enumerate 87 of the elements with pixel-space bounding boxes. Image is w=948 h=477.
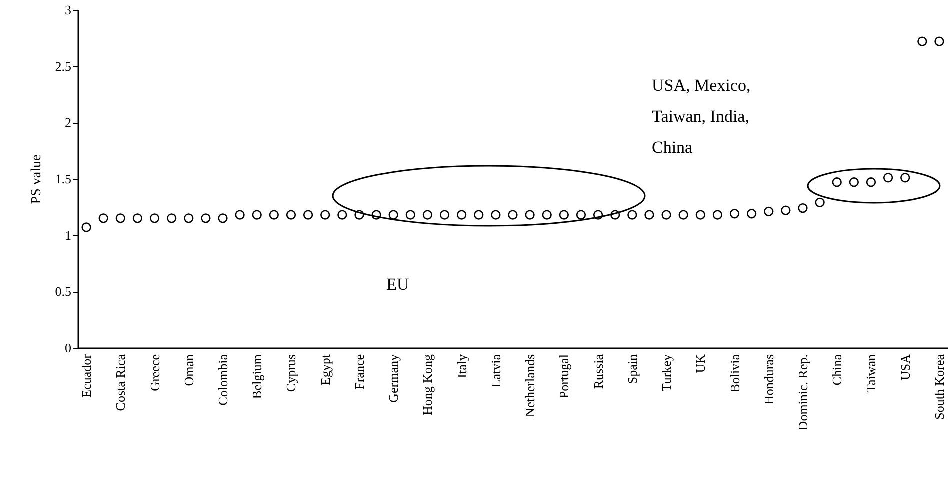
point (508, 210, 518, 220)
point (525, 210, 535, 220)
x-tick-label: France (352, 354, 367, 390)
point (235, 210, 245, 220)
point (593, 210, 604, 220)
point (252, 210, 262, 220)
point (166, 214, 177, 224)
x-tick-label: South Korea (932, 354, 947, 420)
x-tick-label: Honduras (761, 354, 776, 406)
point (491, 210, 501, 220)
y-tick-label: 1 (65, 228, 72, 243)
x-tick-label: UK (693, 354, 708, 374)
point (82, 222, 92, 232)
point (201, 214, 211, 224)
point (406, 210, 416, 220)
x-tick-label: Egypt (318, 354, 333, 386)
x-tick-label: Ecuador (79, 354, 94, 398)
point (303, 210, 314, 220)
point (132, 214, 143, 224)
point (730, 209, 740, 219)
y-tick-label: 2 (65, 115, 72, 130)
point (98, 214, 108, 224)
x-tick-label: Germany (386, 354, 402, 403)
point (338, 210, 348, 220)
x-tick-label: Colombia (216, 354, 230, 406)
point (474, 210, 484, 220)
x-tick-label: Cyprus (284, 354, 299, 392)
point (644, 210, 654, 220)
point (610, 210, 620, 220)
x-tick-label: Dominic. Rep. (796, 354, 810, 431)
point (849, 178, 860, 188)
point (832, 178, 842, 188)
x-tick-label: Spain (624, 354, 640, 384)
point (781, 206, 791, 216)
x-tick-label: Costa Rica (113, 354, 128, 412)
point (218, 214, 228, 224)
point (696, 210, 706, 220)
point (628, 210, 638, 220)
x-tick-label: Latvia (488, 354, 504, 388)
x-tick-label: Taiwan (864, 354, 879, 393)
point (388, 210, 398, 220)
point (712, 210, 723, 220)
x-tick-label: Oman (181, 354, 196, 386)
point (372, 210, 382, 220)
point (184, 214, 194, 224)
y-tick-label: 0.5 (55, 284, 72, 300)
point (883, 173, 894, 183)
point (542, 210, 552, 220)
point (269, 210, 280, 220)
point (150, 214, 160, 224)
point (934, 36, 944, 46)
x-tick-label: Netherlands (522, 354, 538, 418)
x-tick-label: Bolivia (727, 354, 742, 393)
y-tick-label: 3 (65, 2, 72, 18)
annotation: EU (386, 275, 410, 294)
x-tick-label: Hong Kong (420, 354, 436, 416)
point (286, 210, 296, 220)
x-tick-label: Portugal (556, 354, 572, 399)
x-tick-label: Greece (147, 354, 162, 392)
point (440, 210, 450, 220)
point (354, 210, 364, 220)
x-tick-label: Italy (454, 354, 470, 378)
point (678, 210, 688, 220)
point (456, 210, 467, 220)
point (422, 210, 433, 220)
point (900, 173, 910, 183)
point (798, 203, 808, 214)
point (559, 210, 570, 220)
y-tick-label: 0 (65, 340, 72, 356)
y-tick-label: 1.5 (55, 172, 72, 186)
point (746, 209, 757, 219)
point (116, 214, 126, 224)
point (815, 198, 825, 208)
point (576, 210, 586, 220)
x-tick-label: Turkey (659, 354, 674, 392)
x-tick-label: Russia (590, 354, 606, 390)
point (662, 210, 672, 220)
x-tick-label: USA (898, 354, 913, 381)
point (764, 206, 774, 216)
x-tick-label: China (830, 354, 845, 386)
x-tick-label: Belgium (250, 354, 265, 400)
point (320, 210, 330, 220)
point (866, 178, 876, 188)
annotation: USA, Mexico, Taiwan, India, China (652, 76, 751, 157)
point (918, 36, 928, 46)
y-axis-title: PS value (29, 154, 44, 204)
y-tick-label: 2.5 (55, 58, 72, 74)
